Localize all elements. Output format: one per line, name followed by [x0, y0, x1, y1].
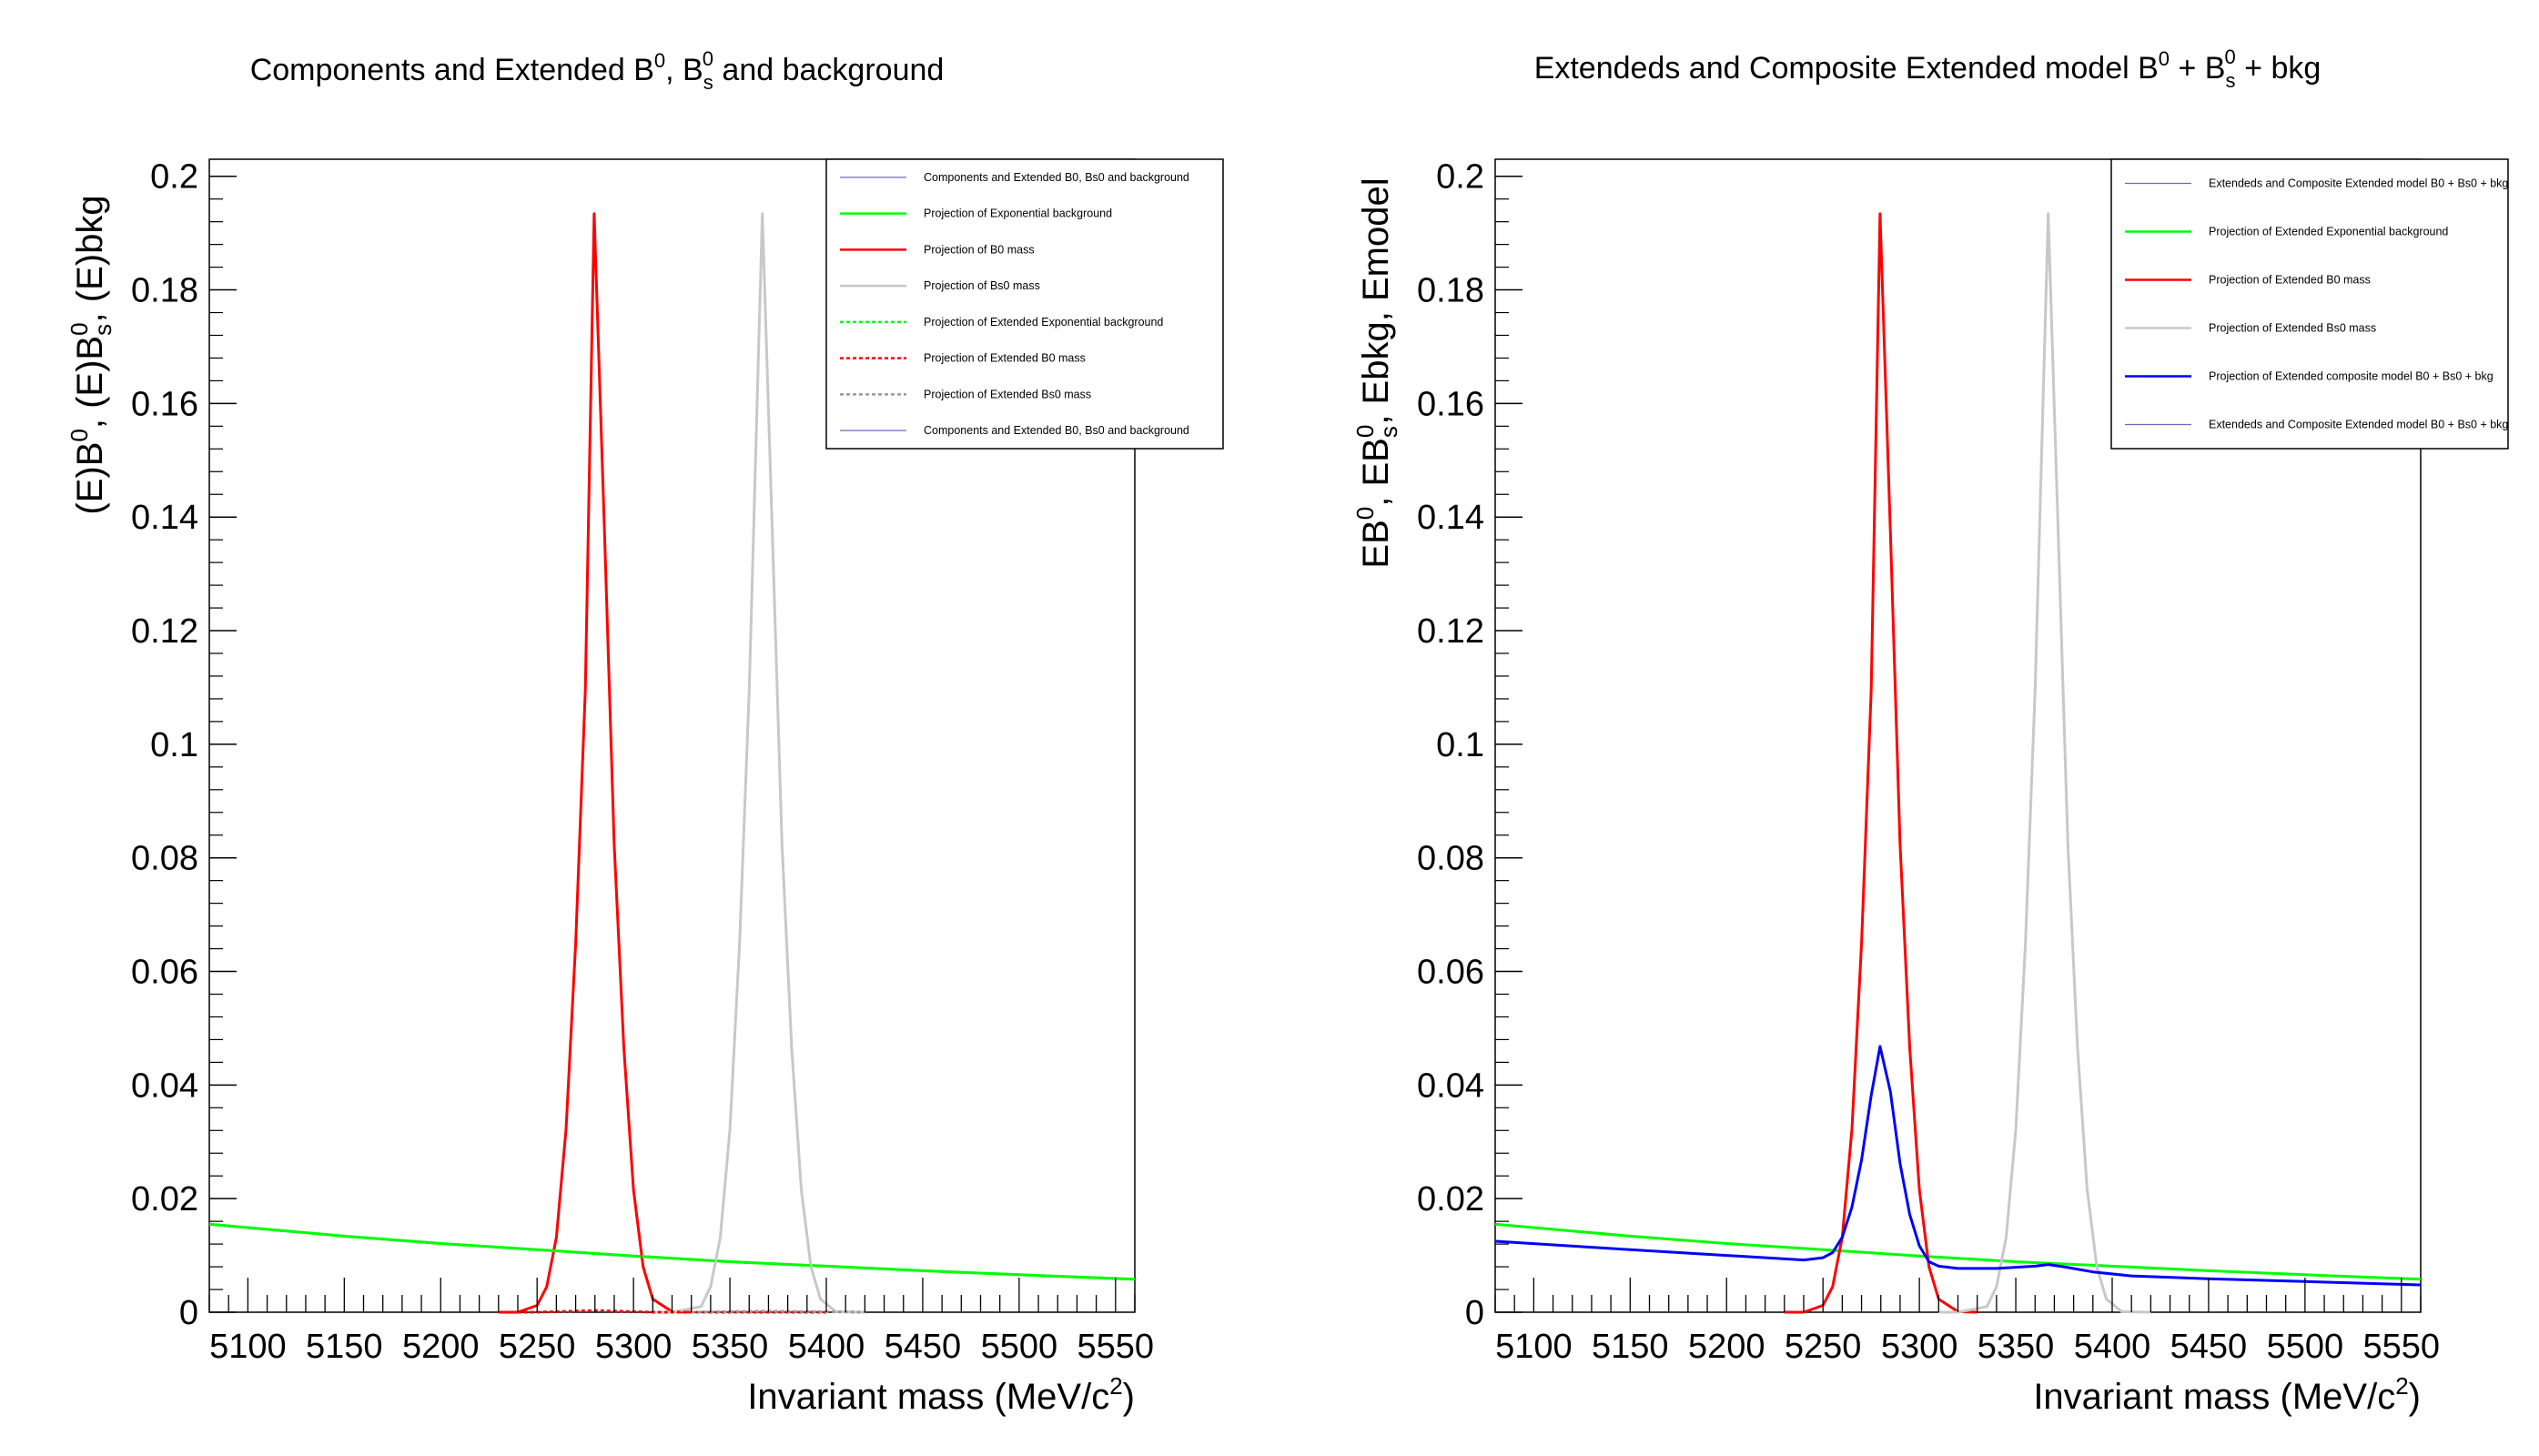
x-axis: 5100 5150 5200 5250 5300 5350 5400 5450 5500 5550	[208, 1278, 1155, 1366]
right-plot-panel: Extendeds and Composite Extended model B…	[1351, 46, 2509, 1417]
legend-entry-label: Projection of Bs0 mass	[924, 279, 1040, 292]
legend-entry-label: Projection of Extended B0 mass	[2209, 274, 2371, 287]
x-tick-label: 5350	[692, 1328, 769, 1366]
series-line-projection-of-extended-exponential-background	[208, 1222, 1136, 1281]
y-tick-label: 0.16	[131, 385, 198, 423]
x-tick-label: 5350	[1978, 1328, 2055, 1366]
y-tick-label: 0	[1465, 1294, 1484, 1332]
x-tick-label: 5400	[2074, 1328, 2151, 1366]
x-tick-label: 5250	[1785, 1328, 1862, 1366]
legend-entry-label: Projection of Extended Bs0 mass	[924, 388, 1091, 400]
x-tick-label: 5150	[306, 1328, 383, 1366]
series-line-projection-of-extended-composite-model-b0-bs0-bkg	[1494, 1045, 2422, 1287]
legend-box	[2110, 158, 2509, 450]
y-tick-label: 0.2	[1436, 158, 1484, 197]
x-tick-label: 5550	[2363, 1328, 2441, 1366]
y-axis: 0 0.02 0.04 0.06 0.08 0.1 0.12 0.14 0.16 0.18 0.2	[131, 158, 237, 1332]
x-tick-label: 5450	[2170, 1328, 2248, 1366]
plot-title: Components and Extended B0, Bs0 and back…	[250, 47, 945, 94]
series-line-projection-of-extended-exponential-background	[1494, 1222, 2422, 1281]
series-line-projection-of-extended-bs0-mass	[691, 1309, 865, 1314]
y-tick-label: 0.04	[131, 1067, 198, 1105]
y-axis: 0 0.02 0.04 0.06 0.08 0.1 0.12 0.14 0.16 0.18 0.2	[1417, 158, 1522, 1332]
y-tick-label: 0.14	[1417, 499, 1484, 537]
plot-title: Extendeds and Composite Extended model B…	[1534, 46, 2322, 92]
y-tick-label: 0.1	[150, 726, 198, 764]
y-tick-label: 0.02	[1417, 1180, 1484, 1218]
y-tick-label: 0.02	[131, 1180, 198, 1218]
legend-rows: Extendeds and Composite Extended model B…	[2125, 177, 2508, 431]
y-tick-label: 0.04	[1417, 1067, 1484, 1105]
legend: Components and Extended B0, Bs0 and back…	[825, 158, 1224, 450]
y-tick-label: 0	[179, 1294, 198, 1332]
legend-entry-label: Projection of Extended Bs0 mass	[2209, 322, 2376, 335]
y-tick-label: 0.1	[1436, 726, 1484, 764]
x-axis: 5100 5150 5200 5250 5300 5350 5400 5450 5500 5550	[1494, 1278, 2441, 1366]
left-plot-panel: Components and Extended B0, Bs0 and back…	[66, 47, 1224, 1417]
series-line-projection-of-extended-b0-mass	[498, 1309, 826, 1314]
x-tick-label: 5400	[788, 1328, 865, 1366]
legend-entry-label: Projection of Extended Exponential backg…	[2209, 226, 2448, 238]
x-tick-label: 5300	[595, 1328, 673, 1366]
series-line-projection-of-bs0-mass	[652, 212, 865, 1314]
legend-entry-label: Components and Extended B0, Bs0 and back…	[924, 171, 1189, 184]
y-tick-label: 0.12	[1417, 612, 1484, 651]
legend-entry-label: Projection of Extended Exponential backg…	[924, 316, 1163, 329]
legend-entry-label: Components and Extended B0, Bs0 and back…	[924, 424, 1189, 437]
legend: Extendeds and Composite Extended model B…	[2110, 158, 2509, 450]
x-tick-label: 5450	[885, 1328, 962, 1366]
y-tick-label: 0.2	[150, 158, 198, 197]
legend-entry-label: Projection of Extended composite model B…	[2209, 370, 2493, 383]
x-tick-label: 5250	[499, 1328, 576, 1366]
series-line-projection-of-extended-bs0-mass	[1938, 212, 2151, 1314]
legend-entry-label: Projection of Extended B0 mass	[924, 352, 1086, 365]
series-line-projection-of-exponential-background	[208, 1222, 1136, 1281]
y-tick-label: 0.16	[1417, 385, 1484, 423]
y-tick-label: 0.06	[131, 954, 198, 992]
y-tick-label: 0.12	[131, 612, 198, 651]
x-tick-label: 5200	[402, 1328, 480, 1366]
series-layer	[1494, 212, 2422, 1314]
legend-entry-label: Extendeds and Composite Extended model B…	[2209, 419, 2508, 431]
y-tick-label: 0.14	[131, 499, 198, 537]
x-tick-label: 5300	[1881, 1328, 1958, 1366]
y-tick-label: 0.18	[1417, 272, 1484, 310]
x-tick-label: 5100	[209, 1328, 287, 1366]
legend-entry-label: Projection of Exponential background	[924, 207, 1112, 220]
y-axis-title: (E)B0, (E)Bs0, (E)bkg	[66, 195, 116, 514]
legend-entry-label: Projection of B0 mass	[924, 243, 1035, 256]
x-axis-title: Invariant mass (MeV/c2)	[2033, 1372, 2421, 1417]
legend-rows: Components and Extended B0, Bs0 and back…	[840, 171, 1189, 437]
y-tick-label: 0.08	[131, 840, 198, 878]
x-tick-label: 5550	[1077, 1328, 1155, 1366]
y-tick-label: 0.06	[1417, 954, 1484, 992]
x-tick-label: 5500	[2267, 1328, 2344, 1366]
y-axis-title: EB0, EBs0, Ebkg, Emodel	[1351, 177, 1402, 568]
x-axis-title: Invariant mass (MeV/c2)	[747, 1372, 1135, 1417]
series-line-projection-of-extended-b0-mass	[1784, 212, 1978, 1314]
y-tick-label: 0.18	[131, 272, 198, 310]
x-tick-label: 5200	[1688, 1328, 1765, 1366]
x-tick-label: 5100	[1495, 1328, 1573, 1366]
legend-entry-label: Extendeds and Composite Extended model B…	[2209, 177, 2508, 190]
y-tick-label: 0.08	[1417, 840, 1484, 878]
legend-box	[825, 158, 1224, 450]
x-tick-label: 5500	[981, 1328, 1058, 1366]
x-tick-label: 5150	[1592, 1328, 1669, 1366]
series-layer	[208, 212, 1136, 1314]
series-line-projection-of-b0-mass	[498, 212, 692, 1314]
